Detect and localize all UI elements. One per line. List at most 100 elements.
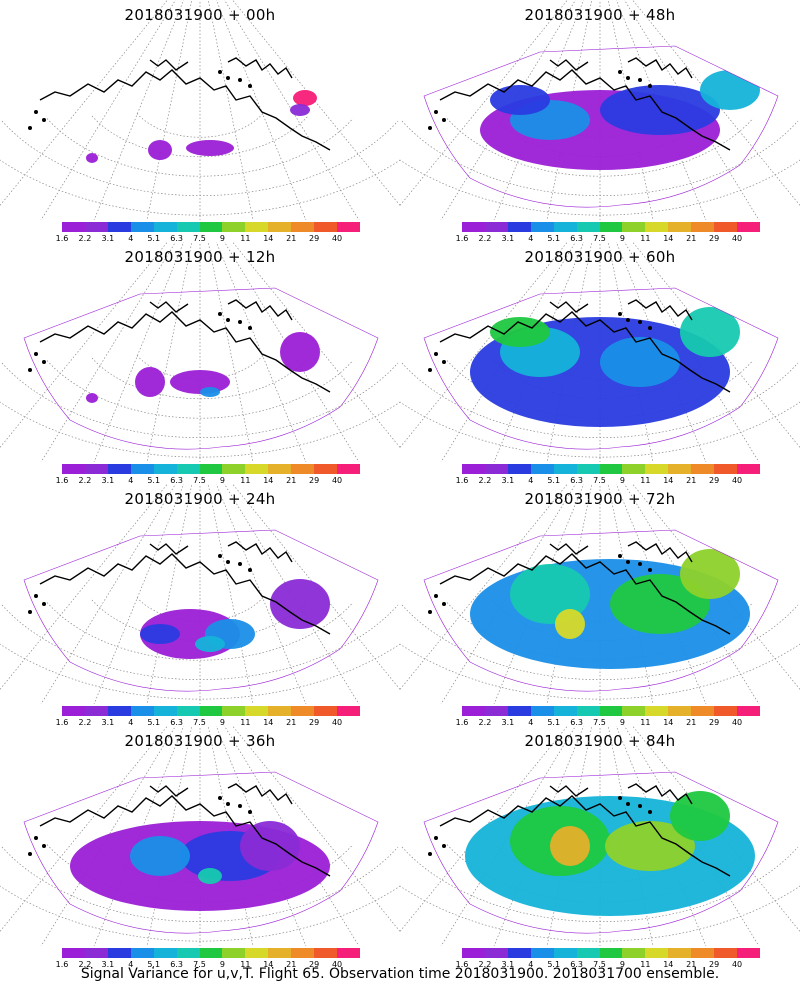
colorbar-segment <box>314 222 338 232</box>
map-panel: 2018031900 + 60h 1.6 2.2 3.1 4 5.1 6.3 7.5 9 11 14… <box>400 242 800 485</box>
colorbar-tick-label: 29 <box>309 718 320 727</box>
colorbar-tick-label: 1.6 <box>55 234 69 243</box>
colorbar-segment <box>553 706 577 716</box>
island <box>42 360 46 364</box>
colorbar-segment <box>176 948 200 958</box>
colorbar-segment <box>245 948 269 958</box>
colorbar-segment <box>107 222 131 232</box>
variance-map <box>400 242 800 462</box>
colorbar <box>62 464 360 474</box>
variance-shading <box>70 821 330 911</box>
island <box>238 78 242 82</box>
colorbar-segment <box>622 464 646 474</box>
colorbar-segment <box>84 464 108 474</box>
island <box>434 594 438 598</box>
island <box>226 560 230 564</box>
variance-shading <box>465 791 755 916</box>
variance-region <box>86 153 98 163</box>
map-panel: 2018031900 + 72h 1.6 2.2 3.1 4 5.1 6.3 7.5 9 11 14… <box>400 484 800 727</box>
island <box>442 118 446 122</box>
colorbar-segment <box>668 948 692 958</box>
colorbar-segment <box>337 706 360 716</box>
colorbar-tick-label: 4 <box>128 960 134 969</box>
colorbar-tick-label: 14 <box>663 718 674 727</box>
variance-region <box>170 370 230 394</box>
colorbar-tick-label: 2.2 <box>478 718 492 727</box>
colorbar-segment <box>484 222 508 232</box>
colorbar-segment <box>84 222 108 232</box>
island <box>42 844 46 848</box>
colorbar-segment <box>462 948 485 958</box>
colorbar-segment <box>153 948 177 958</box>
colorbar-tick-label: 6.3 <box>170 476 183 485</box>
island <box>218 796 222 800</box>
island <box>638 804 642 808</box>
variance-shading <box>86 332 320 403</box>
island <box>238 320 242 324</box>
colorbar-tick-label: 40 <box>731 960 743 969</box>
variance-region <box>605 821 695 871</box>
coastline <box>227 299 293 321</box>
colorbar-labels: 1.6 2.2 3.1 4 5.1 6.3 7.5 9 11 14 21 29 40 <box>56 718 360 728</box>
variance-region <box>610 574 710 634</box>
colorbar <box>62 222 360 232</box>
island <box>638 320 642 324</box>
island <box>28 368 32 372</box>
colorbar-tick-label: 14 <box>263 718 274 727</box>
colorbar-segment <box>645 222 669 232</box>
panel-title: 2018031900 + 72h <box>524 490 676 508</box>
graticule <box>0 484 400 704</box>
map-panel: 2018031900 + 00h 1.6 2.2 3.1 4 5.1 6.3 7.5 9 11 14… <box>0 0 400 243</box>
variance-region <box>280 332 320 372</box>
domain-outline <box>23 287 379 450</box>
graticule <box>0 0 400 220</box>
colorbar-tick-label: 6.3 <box>570 960 583 969</box>
variance-region <box>186 140 234 156</box>
colorbar-tick-label: 2.2 <box>478 960 492 969</box>
colorbar-tick-label: 6.3 <box>570 234 583 243</box>
colorbar-segment <box>691 464 715 474</box>
panel-title: 2018031900 + 84h <box>524 732 676 750</box>
colorbar-segment <box>714 222 738 232</box>
colorbar-segment <box>737 222 760 232</box>
colorbar-tick-label: 4 <box>528 718 534 727</box>
colorbar-segment <box>291 222 315 232</box>
colorbar-segment <box>107 464 131 474</box>
variance-region <box>680 307 740 357</box>
variance-region <box>290 104 310 116</box>
colorbar-segment <box>576 948 600 958</box>
colorbar-segment <box>668 464 692 474</box>
colorbar-tick-label: 3.1 <box>101 234 115 243</box>
colorbar-segment <box>599 222 623 232</box>
colorbar-tick-label: 2.2 <box>478 476 492 485</box>
colorbar-segment <box>199 948 223 958</box>
variance-shading <box>140 579 330 659</box>
colorbar-tick-label: 3.1 <box>101 476 115 485</box>
variance-region <box>700 70 760 110</box>
colorbar-tick-label: 7.5 <box>593 718 606 727</box>
island <box>618 312 622 316</box>
island <box>618 70 622 74</box>
island <box>638 562 642 566</box>
island <box>34 594 38 598</box>
colorbar-tick-label: 5.1 <box>547 476 561 485</box>
colorbar-tick-label: 5.1 <box>147 234 161 243</box>
colorbar-tick-label: 29 <box>709 960 720 969</box>
panel-title: 2018031900 + 00h <box>124 6 276 24</box>
colorbar-tick-label: 4 <box>128 476 134 485</box>
colorbar-tick-label: 14 <box>263 960 274 969</box>
coastline <box>627 783 693 805</box>
island <box>238 562 242 566</box>
colorbar-tick-label: 40 <box>731 718 743 727</box>
variance-region <box>198 868 222 884</box>
colorbar-segment <box>337 948 360 958</box>
domain-outline <box>23 771 379 934</box>
coastline <box>227 541 293 563</box>
colorbar-labels: 1.6 2.2 3.1 4 5.1 6.3 7.5 9 11 14 21 29 40 <box>456 718 760 728</box>
variance-region <box>293 90 317 106</box>
colorbar-segment <box>576 222 600 232</box>
island <box>434 836 438 840</box>
panel-title: 2018031900 + 60h <box>524 248 676 266</box>
colorbar-labels: 1.6 2.2 3.1 4 5.1 6.3 7.5 9 11 14 21 29 40 <box>456 234 760 244</box>
colorbar-segment <box>553 948 577 958</box>
